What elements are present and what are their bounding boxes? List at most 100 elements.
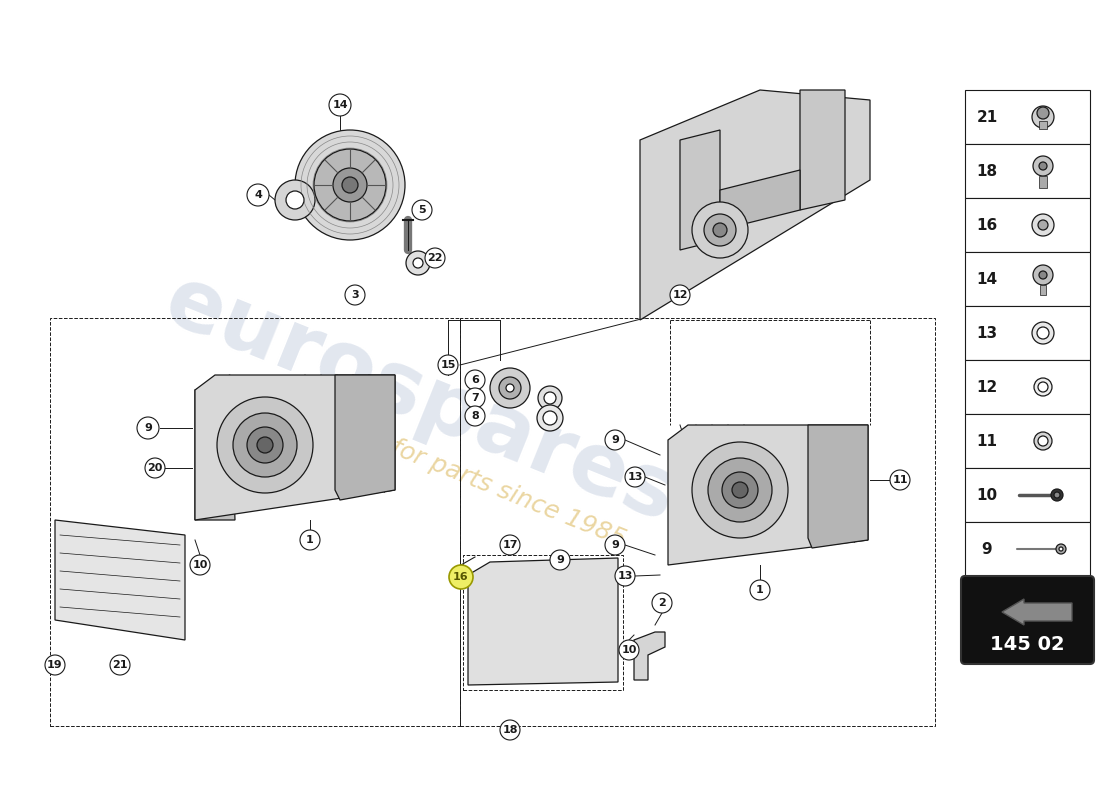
Bar [463, 555, 623, 690]
Circle shape [619, 640, 639, 660]
Circle shape [1038, 220, 1048, 230]
Circle shape [490, 368, 530, 408]
Circle shape [1034, 378, 1052, 396]
Polygon shape [195, 375, 395, 520]
Circle shape [1054, 492, 1060, 498]
Circle shape [465, 370, 485, 390]
Text: 22: 22 [427, 253, 442, 263]
Circle shape [1032, 322, 1054, 344]
Text: 7: 7 [471, 393, 478, 403]
Bar [965, 90, 1090, 144]
Text: 5: 5 [418, 205, 426, 215]
Circle shape [425, 248, 446, 268]
Circle shape [605, 430, 625, 450]
Polygon shape [720, 170, 800, 230]
Text: 21: 21 [977, 110, 998, 125]
Bar [1040, 176, 1047, 188]
Bar [965, 360, 1090, 414]
Text: 9: 9 [612, 540, 619, 550]
Circle shape [217, 397, 314, 493]
Circle shape [890, 470, 910, 490]
Circle shape [110, 655, 130, 675]
Polygon shape [336, 375, 395, 500]
Circle shape [538, 386, 562, 410]
Circle shape [138, 417, 160, 439]
Bar [965, 144, 1090, 198]
Text: 16: 16 [977, 218, 998, 233]
Text: 13: 13 [977, 326, 998, 341]
Polygon shape [640, 90, 870, 320]
Text: 13: 13 [627, 472, 642, 482]
Circle shape [333, 168, 367, 202]
Text: 2: 2 [658, 598, 666, 608]
Bar [965, 252, 1090, 306]
Circle shape [1059, 547, 1063, 551]
Circle shape [1032, 106, 1054, 128]
Text: eurospares: eurospares [152, 259, 689, 541]
Circle shape [438, 355, 458, 375]
Circle shape [1032, 214, 1054, 236]
Polygon shape [634, 632, 665, 680]
Polygon shape [800, 90, 845, 210]
Text: 1: 1 [306, 535, 313, 545]
Circle shape [465, 388, 485, 408]
Circle shape [652, 593, 672, 613]
Circle shape [625, 467, 645, 487]
Circle shape [295, 130, 405, 240]
Text: 14: 14 [332, 100, 348, 110]
Circle shape [692, 202, 748, 258]
Bar [965, 414, 1090, 468]
Text: 10: 10 [192, 560, 208, 570]
Circle shape [692, 442, 788, 538]
Text: 4: 4 [254, 190, 262, 200]
Circle shape [1033, 156, 1053, 176]
Circle shape [544, 392, 556, 404]
Circle shape [345, 285, 365, 305]
Text: 12: 12 [672, 290, 688, 300]
Text: 145 02: 145 02 [990, 635, 1065, 654]
Circle shape [708, 458, 772, 522]
Circle shape [543, 411, 557, 425]
Polygon shape [468, 558, 618, 685]
Bar [965, 198, 1090, 252]
Circle shape [750, 580, 770, 600]
Text: 9: 9 [144, 423, 152, 433]
Circle shape [248, 427, 283, 463]
Circle shape [1037, 107, 1049, 119]
Circle shape [732, 482, 748, 498]
Polygon shape [55, 520, 185, 640]
Circle shape [1040, 271, 1047, 279]
Text: 8: 8 [471, 411, 478, 421]
Text: 16: 16 [453, 572, 469, 582]
Circle shape [500, 535, 520, 555]
Circle shape [145, 458, 165, 478]
Circle shape [257, 437, 273, 453]
Circle shape [329, 94, 351, 116]
Text: 15: 15 [440, 360, 455, 370]
Polygon shape [808, 425, 868, 548]
Circle shape [406, 251, 430, 275]
Circle shape [499, 377, 521, 399]
Circle shape [550, 550, 570, 570]
Circle shape [500, 720, 520, 740]
Text: 11: 11 [977, 434, 998, 449]
Text: 17: 17 [503, 540, 518, 550]
Polygon shape [668, 425, 868, 565]
Circle shape [233, 413, 297, 477]
Bar [1040, 285, 1046, 295]
Text: 18: 18 [503, 725, 518, 735]
Bar [50, 318, 460, 726]
Circle shape [314, 149, 386, 221]
Bar [965, 468, 1090, 522]
Circle shape [248, 184, 270, 206]
Text: 10: 10 [621, 645, 637, 655]
Text: 9: 9 [557, 555, 564, 565]
Text: a passion for parts since 1985: a passion for parts since 1985 [271, 388, 629, 552]
Circle shape [1038, 382, 1048, 392]
Circle shape [722, 472, 758, 508]
Text: 9: 9 [981, 542, 992, 557]
Circle shape [342, 177, 358, 193]
Text: 13: 13 [617, 571, 632, 581]
Circle shape [412, 258, 424, 268]
Circle shape [1034, 432, 1052, 450]
